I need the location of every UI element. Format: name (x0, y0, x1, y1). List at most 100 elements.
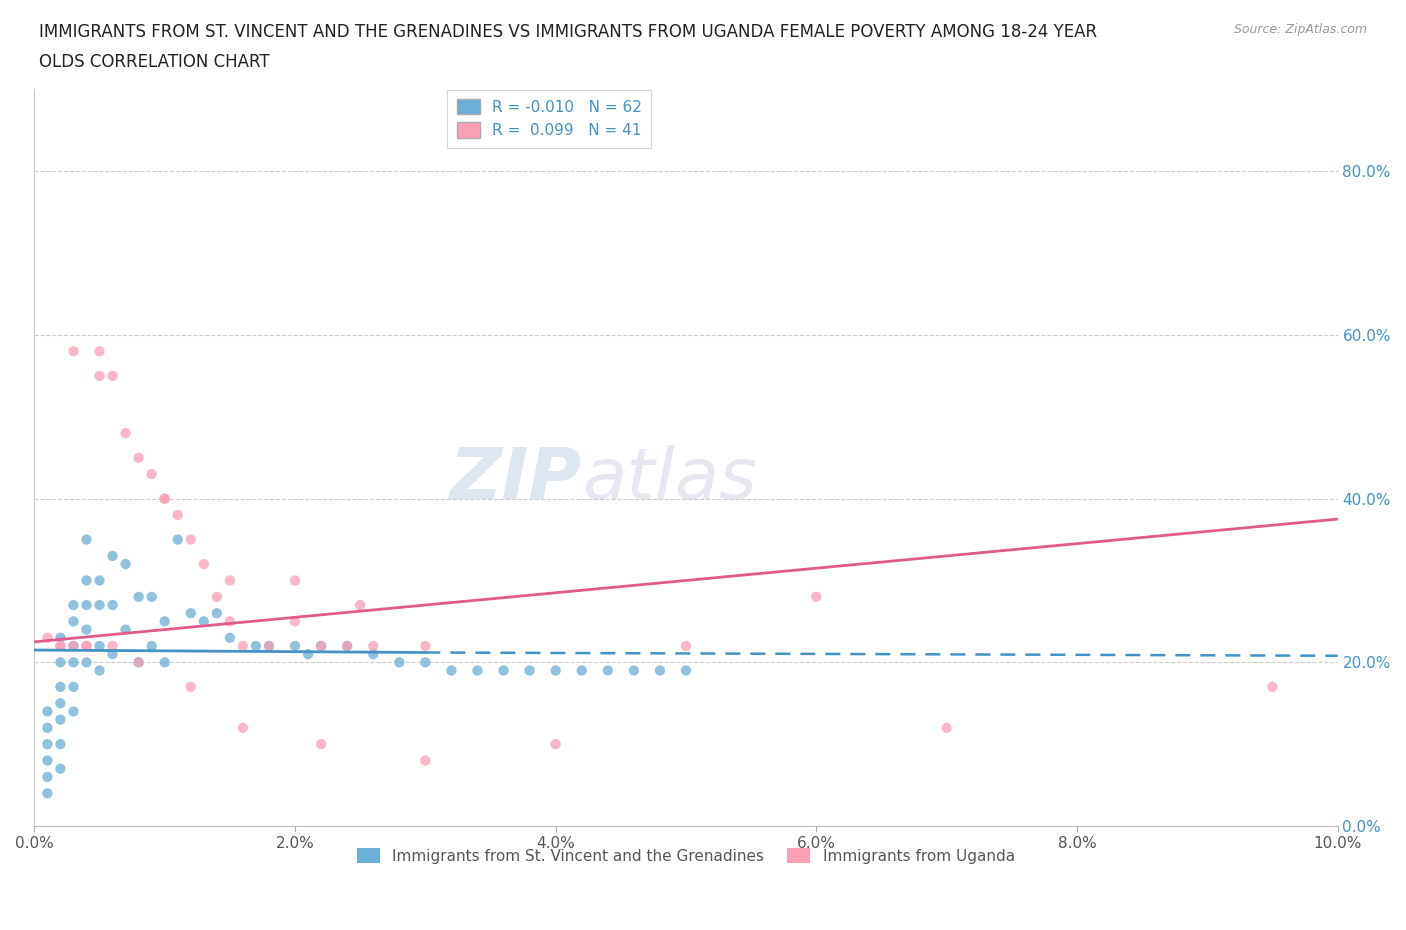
Point (114, 426, 136, 441)
Point (76, 573, 98, 588)
Point (62, 614, 84, 629)
Point (89, 663, 111, 678)
Point (166, 508, 188, 523)
Point (193, 614, 215, 629)
Text: ZIP: ZIP (450, 445, 582, 514)
Point (62, 704, 84, 719)
Point (114, 557, 136, 572)
Text: atlas: atlas (582, 445, 756, 514)
Point (623, 663, 645, 678)
Point (114, 622, 136, 637)
Point (62, 598, 84, 613)
Text: OLDS CORRELATION CHART: OLDS CORRELATION CHART (39, 53, 270, 71)
Point (309, 639, 332, 654)
Point (309, 639, 332, 654)
Text: IMMIGRANTS FROM ST. VINCENT AND THE GRENADINES VS IMMIGRANTS FROM UGANDA FEMALE : IMMIGRANTS FROM ST. VINCENT AND THE GREN… (39, 23, 1098, 41)
Point (62, 639, 84, 654)
Point (101, 598, 124, 613)
Point (76, 639, 98, 654)
Point (205, 605, 228, 620)
Legend: Immigrants from St. Vincent and the Grenadines, Immigrants from Uganda: Immigrants from St. Vincent and the Gren… (352, 842, 1021, 870)
Point (89, 598, 111, 613)
Point (675, 639, 697, 654)
Point (49, 712, 72, 727)
Point (76, 598, 98, 613)
Point (388, 655, 411, 670)
Point (284, 573, 307, 588)
Point (519, 663, 541, 678)
Point (49, 655, 72, 670)
Text: Source: ZipAtlas.com: Source: ZipAtlas.com (1233, 23, 1367, 36)
Point (297, 646, 319, 661)
Point (180, 680, 202, 695)
Point (101, 549, 124, 564)
Point (101, 646, 124, 661)
Point (101, 368, 124, 383)
Point (415, 753, 437, 768)
Point (49, 762, 72, 777)
Point (62, 344, 84, 359)
Point (141, 639, 163, 654)
Point (37, 704, 59, 719)
Point (180, 532, 202, 547)
Point (153, 491, 176, 506)
Point (89, 368, 111, 383)
Point (128, 655, 150, 670)
Point (218, 614, 240, 629)
Point (128, 450, 150, 465)
Point (62, 655, 84, 670)
Point (76, 639, 98, 654)
Point (440, 663, 463, 678)
Point (284, 639, 307, 654)
Point (806, 590, 828, 604)
Point (153, 491, 176, 506)
Point (218, 631, 240, 645)
Point (76, 622, 98, 637)
Point (284, 614, 307, 629)
Point (675, 663, 697, 678)
Point (492, 663, 515, 678)
Point (37, 769, 59, 784)
Point (361, 639, 384, 654)
Point (180, 605, 202, 620)
Point (49, 631, 72, 645)
Point (361, 646, 384, 661)
Point (232, 639, 254, 654)
Point (76, 532, 98, 547)
Point (141, 590, 163, 604)
Point (37, 786, 59, 801)
Point (935, 721, 957, 736)
Point (544, 737, 567, 751)
Point (232, 721, 254, 736)
Point (596, 663, 619, 678)
Point (1261, 680, 1284, 695)
Point (571, 663, 593, 678)
Point (49, 680, 72, 695)
Point (37, 753, 59, 768)
Point (415, 655, 437, 670)
Point (62, 680, 84, 695)
Point (166, 532, 188, 547)
Point (49, 639, 72, 654)
Point (49, 737, 72, 751)
Point (128, 590, 150, 604)
Point (205, 590, 228, 604)
Point (193, 557, 215, 572)
Point (467, 663, 489, 678)
Point (544, 663, 567, 678)
Point (309, 737, 332, 751)
Point (62, 639, 84, 654)
Point (218, 573, 240, 588)
Point (153, 614, 176, 629)
Point (49, 639, 72, 654)
Point (257, 639, 280, 654)
Point (415, 639, 437, 654)
Point (336, 639, 359, 654)
Point (37, 721, 59, 736)
Point (49, 696, 72, 711)
Point (89, 344, 111, 359)
Point (153, 655, 176, 670)
Point (245, 639, 267, 654)
Point (37, 737, 59, 751)
Point (336, 639, 359, 654)
